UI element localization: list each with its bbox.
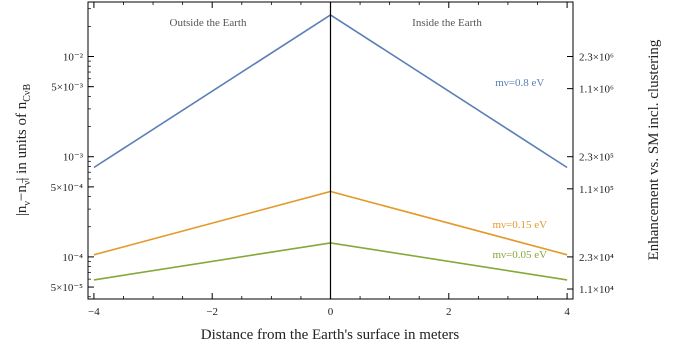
y-tick-label-right: 2.3×10⁵ <box>579 152 614 164</box>
ylabel-main: |n <box>14 205 30 216</box>
y-tick-label: 5×10⁻⁵ <box>51 282 84 294</box>
x-tick-label: 2 <box>446 306 452 318</box>
y-tick-label: 5×10⁻³ <box>51 82 84 94</box>
series-label: mν=0.8 eV <box>495 77 544 89</box>
ylabel-dash: −n <box>14 185 30 201</box>
x-tick-label: −2 <box>206 306 218 318</box>
y-tick-label: 5×10⁻⁴ <box>51 182 84 194</box>
ylabel-sub1: ν <box>22 201 33 206</box>
y-tick-label: 10⁻² <box>63 52 84 64</box>
ylabel-rest: | in units of n <box>14 101 30 180</box>
y-tick-label: 10⁻⁴ <box>62 252 83 264</box>
y-tick-label-right: 1.1×10⁶ <box>579 84 614 96</box>
y-tick-label-right: 2.3×10⁴ <box>579 252 614 264</box>
y-axis-title-right: Enhancement vs. SM incl. clustering <box>646 39 662 260</box>
series-label: mν=0.05 eV <box>492 249 547 261</box>
y-tick-label-right: 1.1×10⁵ <box>579 184 614 196</box>
y-axis-title: |nν−nν̅| in units of nCνB <box>14 84 33 217</box>
region-label-outside: Outside the Earth <box>170 17 247 29</box>
x-tick-label: −4 <box>88 306 100 318</box>
x-tick-label: 4 <box>564 306 570 318</box>
y-tick-label: 10⁻³ <box>63 152 84 164</box>
region-label-inside: Inside the Earth <box>412 17 482 29</box>
tick-labels: −4 −2 0 2 4 5×10⁻⁵ 10⁻⁴ 5×10⁻⁴ 10⁻³ 5×10⁻³ 10⁻² 1.1… <box>51 52 614 318</box>
series-label: mν=0.15 eV <box>492 219 547 231</box>
y-tick-label-right: 1.1×10⁴ <box>579 284 614 296</box>
y-tick-label-right: 2.3×10⁶ <box>579 52 614 64</box>
ylabel-sub3: CνB <box>22 84 33 102</box>
x-axis-title: Distance from the Earth's surface in met… <box>201 327 460 343</box>
ylabel-sub2: ν̅ <box>22 178 33 186</box>
x-tick-label: 0 <box>328 306 334 318</box>
tick-marks <box>88 2 573 299</box>
